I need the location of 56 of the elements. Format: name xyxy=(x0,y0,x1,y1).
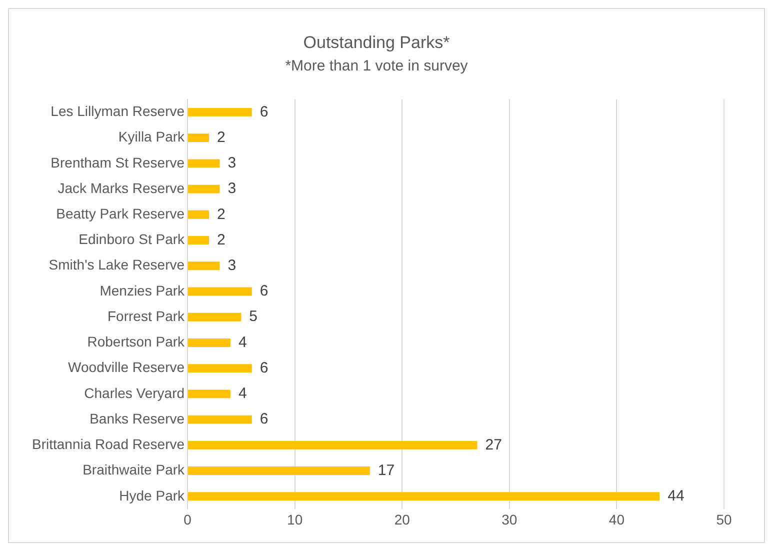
data-label: 27 xyxy=(485,436,502,454)
bar xyxy=(188,108,252,116)
y-tick-label: Kyilla Park xyxy=(118,128,186,145)
y-tick-label: Jack Marks Reserve xyxy=(58,180,185,196)
data-label: 5 xyxy=(249,308,258,326)
bar xyxy=(188,415,252,424)
bar xyxy=(188,390,230,398)
chart-title: Outstanding Parks* xyxy=(303,32,450,52)
bar xyxy=(188,312,242,322)
data-label: 3 xyxy=(228,257,236,274)
y-tick-label: Woodville Reserve xyxy=(68,359,185,376)
data-label: 3 xyxy=(228,154,236,172)
data-label: 4 xyxy=(238,334,247,351)
data-label: 4 xyxy=(238,385,247,402)
x-tick-label: 20 xyxy=(394,511,410,528)
y-tick-label: Robertson Park xyxy=(87,334,186,350)
x-tick-label: 50 xyxy=(716,511,732,528)
data-label: 44 xyxy=(668,488,684,505)
data-label: 2 xyxy=(216,231,226,248)
y-tick-label: Forrest Park xyxy=(108,308,186,324)
y-tick-label: Beatty Park Reserve xyxy=(56,206,185,222)
data-label: 6 xyxy=(260,359,268,376)
data-label: 6 xyxy=(260,410,268,428)
x-tick-label: 30 xyxy=(502,511,518,528)
chart-subtitle: *More than 1 vote in survey xyxy=(285,58,468,75)
bar xyxy=(188,466,370,476)
bar xyxy=(188,262,220,270)
bar xyxy=(188,364,252,373)
bar xyxy=(188,210,209,219)
y-tick-label: Brittannia Road Reserve xyxy=(32,436,185,452)
bar xyxy=(188,184,220,194)
y-tick-label: Braithwaite Park xyxy=(82,462,186,478)
y-tick-label: Brentham St Reserve xyxy=(50,154,185,170)
y-tick-label: Smith's Lake Reserve xyxy=(48,256,185,273)
y-tick-label: Charles Veryard xyxy=(84,384,185,401)
y-tick-label: Menzies Park xyxy=(100,282,186,298)
bar xyxy=(188,492,660,501)
data-label: 2 xyxy=(216,128,226,146)
bar xyxy=(188,440,478,450)
data-label: 3 xyxy=(228,180,236,198)
x-tick-label: 10 xyxy=(287,511,303,528)
data-label: 17 xyxy=(378,462,395,479)
bar xyxy=(188,159,220,168)
bar xyxy=(188,236,209,244)
x-tick-label: 0 xyxy=(184,511,192,528)
bar xyxy=(188,338,230,347)
bar xyxy=(188,287,252,296)
data-label: 2 xyxy=(216,206,226,223)
data-label: 6 xyxy=(260,282,268,300)
y-tick-label: Edinboro St Park xyxy=(78,231,186,248)
y-tick-label: Hyde Park xyxy=(119,487,186,504)
x-tick-label: 40 xyxy=(608,511,625,528)
y-tick-label: Banks Reserve xyxy=(90,410,185,426)
data-label: 6 xyxy=(260,103,268,120)
bar xyxy=(188,134,209,142)
y-tick-label: Les Lillyman Reserve xyxy=(50,103,185,120)
